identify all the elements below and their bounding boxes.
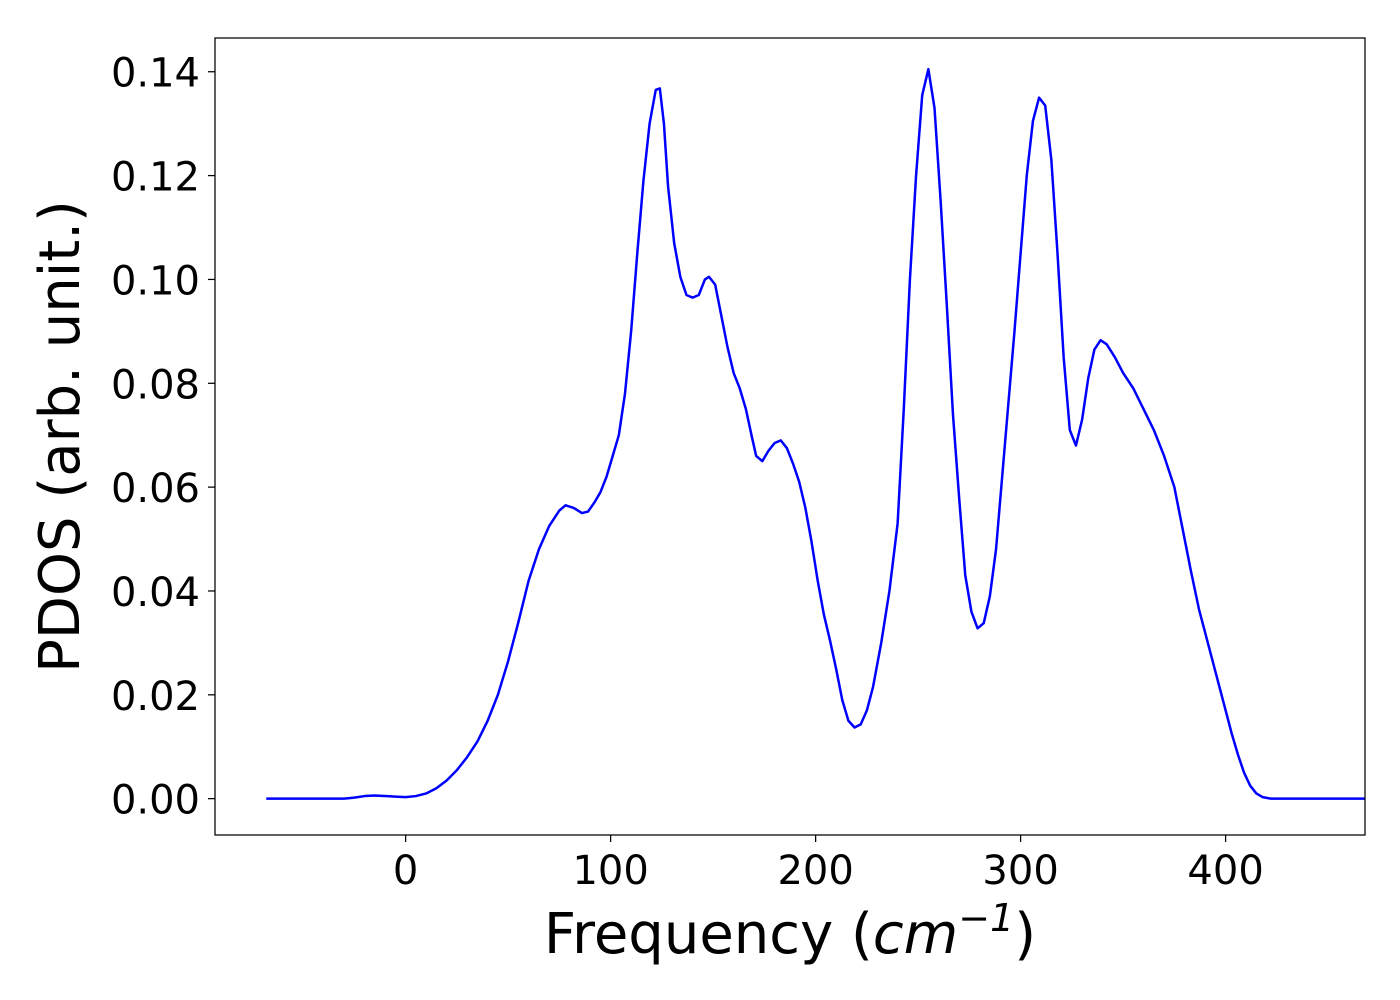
y-tick-label: 0.14 xyxy=(111,51,200,97)
x-tick-label: 400 xyxy=(1187,848,1263,894)
y-tick-label: 0.04 xyxy=(111,570,200,616)
y-tick-label: 0.02 xyxy=(111,674,200,720)
x-tick-label: 300 xyxy=(982,848,1058,894)
x-tick-label: 200 xyxy=(777,848,853,894)
x-axis-label-prefix: Frequency ( xyxy=(544,902,873,967)
y-tick-label: 0.12 xyxy=(111,155,200,201)
y-axis-label: PDOS (arb. unit.) xyxy=(28,200,93,673)
y-tick-label: 0.08 xyxy=(111,362,200,408)
x-axis-label: Frequency (cm−1) xyxy=(544,896,1036,967)
y-tick-label: 0.06 xyxy=(111,466,200,512)
plot-frame xyxy=(214,37,1366,836)
x-axis-label-suffix: ) xyxy=(1014,902,1036,967)
ticks-layer: 0 100 200 300 400 0.00 0.02 0.04 0.06 0.08 0.10 0.1… xyxy=(111,51,1264,894)
x-axis-label-exponent: −1 xyxy=(958,896,1014,940)
y-tick-label: 0.10 xyxy=(111,258,200,304)
x-tick-label: 100 xyxy=(572,848,648,894)
x-axis-label-variable: cm xyxy=(873,902,958,967)
series-layer xyxy=(266,67,1365,800)
y-tick-label: 0.00 xyxy=(111,778,200,824)
pdos-series-line xyxy=(266,67,1365,800)
x-tick-label: 0 xyxy=(393,848,418,894)
